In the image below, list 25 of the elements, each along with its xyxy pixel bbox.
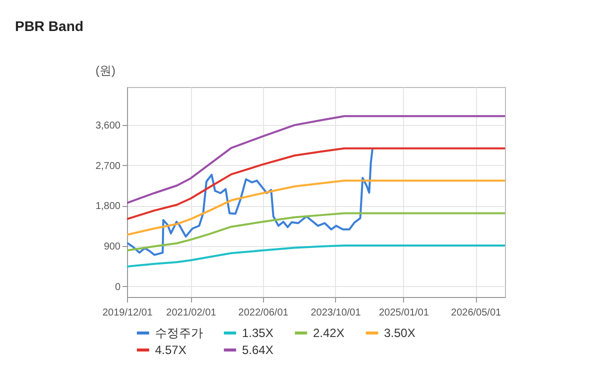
x-tick-label: 2021/02/01 — [166, 308, 217, 318]
x-tick-label: 2019/12/01 — [102, 308, 153, 318]
line-series — [127, 212, 505, 252]
y-tick-label: 1,800 — [95, 201, 121, 212]
x-tick-label: 2025/01/01 — [378, 308, 430, 318]
legend-label: 4.57X — [155, 343, 186, 357]
legend-label: 1.35X — [242, 326, 274, 340]
y-tick-label: 2,700 — [95, 160, 121, 172]
line-series — [127, 147, 505, 220]
x-tick-label: 2023/10/01 — [310, 308, 362, 318]
y-tick-label: 3,600 — [95, 120, 121, 132]
x-tick-label: 2022/06/01 — [238, 308, 289, 318]
line-series — [127, 148, 374, 256]
y-tick-label: 0 — [114, 282, 121, 293]
y-tick-label: 900 — [104, 241, 121, 252]
legend-label: 3.50X — [384, 326, 416, 340]
legend-label: 2.42X — [313, 326, 344, 340]
chart-title: PBR Band — [14, 18, 84, 34]
line-series — [127, 244, 505, 268]
legend-label: 수정주가 — [155, 326, 203, 340]
x-tick-label: 2026/05/01 — [451, 308, 502, 318]
line-series — [127, 115, 505, 204]
legend-label: 5.64X — [242, 343, 274, 357]
y-axis-title: (원) — [96, 64, 116, 78]
line-series — [127, 180, 505, 236]
